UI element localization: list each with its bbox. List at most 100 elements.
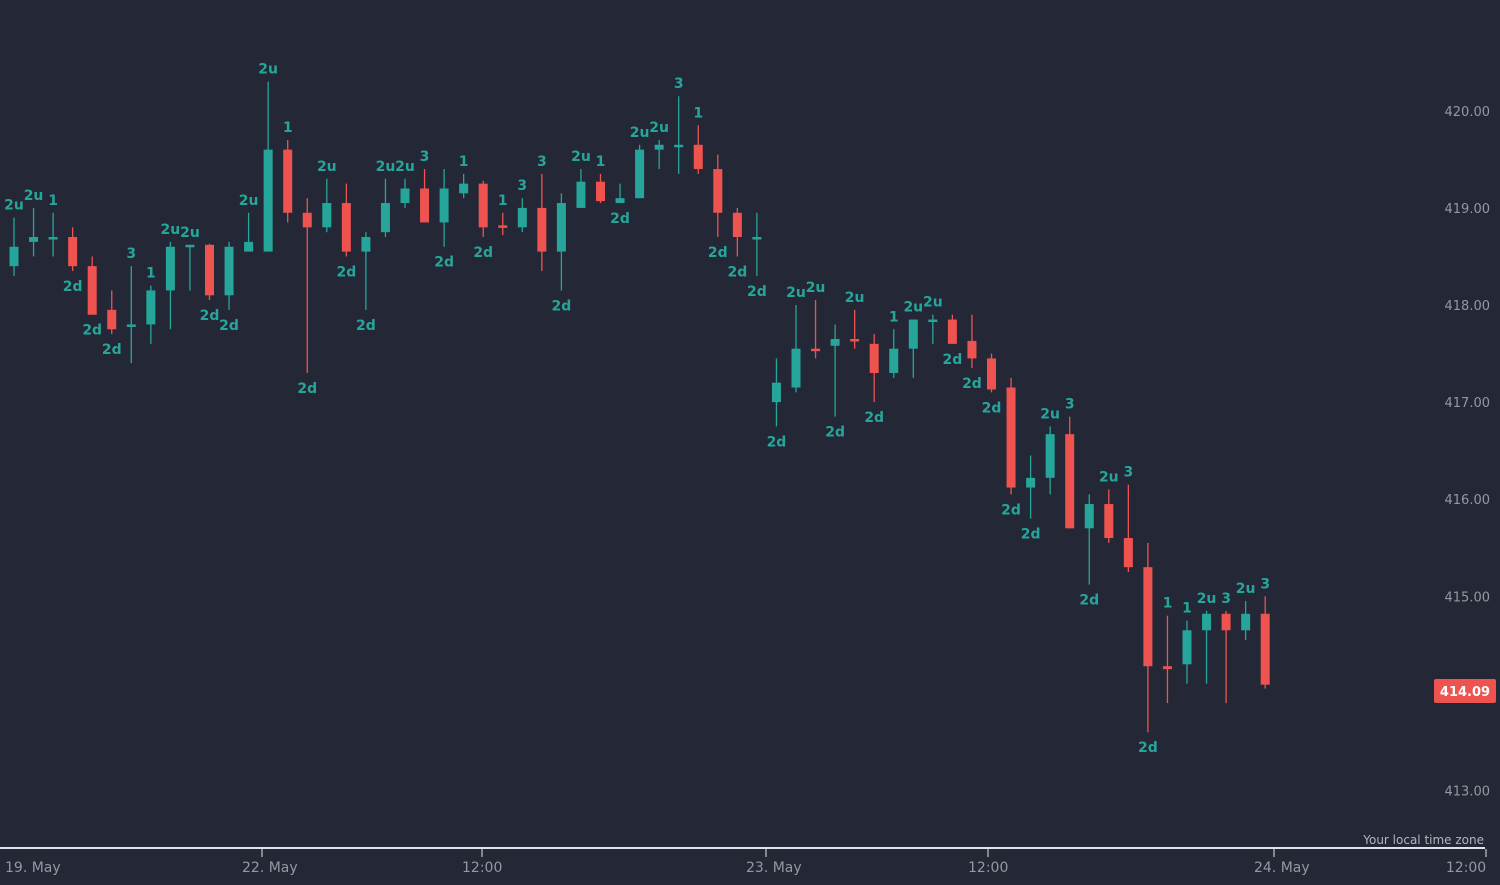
- candle: [224, 241, 234, 310]
- candle-label: 3: [1123, 465, 1133, 481]
- candle: [811, 300, 821, 359]
- candle-label: 2u: [806, 280, 826, 296]
- candle-label: 2d: [219, 318, 239, 334]
- candle: [674, 96, 684, 174]
- candle-label: 2u: [258, 62, 278, 78]
- y-tick-label: 415.00: [1445, 590, 1491, 605]
- candle-body: [400, 188, 410, 204]
- candle-label: 2d: [297, 381, 317, 397]
- candle-label: 2d: [727, 264, 747, 280]
- candle-body: [556, 203, 566, 252]
- candle-label: 2d: [864, 410, 884, 426]
- candle-body: [967, 340, 977, 359]
- candle: [556, 193, 566, 291]
- x-axis: 19. May 22. May 12:00 23. May 12:00 24. May 12…: [5, 849, 1487, 876]
- candle-body: [302, 212, 312, 228]
- candle: [889, 329, 899, 378]
- candle-label: 2d: [943, 352, 963, 368]
- candle: [791, 305, 801, 393]
- candle: [1104, 489, 1114, 543]
- candle-label: 2d: [336, 264, 356, 280]
- candle-label: 1: [1182, 601, 1192, 617]
- x-tick-label: 12:00: [1446, 860, 1486, 876]
- candle: [361, 232, 371, 310]
- candle-label: 2u: [845, 290, 865, 306]
- candle-label: 1: [283, 120, 293, 136]
- candle-label: 2u: [239, 193, 259, 209]
- candle: [459, 173, 469, 199]
- x-tick-label: 12:00: [968, 860, 1008, 876]
- candle-label: 1: [693, 105, 703, 121]
- candle-label: 2d: [102, 342, 122, 358]
- candle-body: [205, 244, 214, 296]
- candle: [380, 178, 390, 238]
- candle-body: [869, 343, 879, 373]
- candle-label: 1: [459, 154, 469, 170]
- candle: [987, 353, 996, 393]
- candle-body: [1182, 630, 1192, 665]
- candle-label: 2d: [1001, 502, 1021, 518]
- candle: [302, 198, 312, 373]
- candle-label: 2d: [552, 298, 572, 314]
- candle-body: [341, 203, 351, 252]
- candle-label: 2d: [747, 284, 767, 300]
- y-tick-label: 418.00: [1445, 299, 1491, 314]
- candle: [596, 173, 605, 204]
- candle-body: [283, 149, 293, 213]
- candle-body: [9, 246, 19, 267]
- candle: [1221, 610, 1231, 704]
- candle-body: [380, 203, 390, 233]
- candle: [1241, 601, 1251, 640]
- candle-body: [498, 225, 508, 228]
- candle: [1202, 610, 1212, 684]
- candle-body: [1026, 477, 1036, 488]
- candle-body: [459, 183, 469, 194]
- candle: [1006, 377, 1016, 495]
- candle-body: [1260, 613, 1270, 685]
- candle-label: 2d: [356, 318, 376, 334]
- candle: [87, 256, 97, 315]
- candle-body: [830, 338, 840, 346]
- candle: [1143, 542, 1153, 733]
- candle: [967, 314, 977, 369]
- candle: [146, 285, 156, 344]
- candle-body: [517, 207, 527, 228]
- candle-body: [537, 207, 547, 252]
- candle: [732, 207, 742, 257]
- y-tick-label: 420.00: [1445, 105, 1491, 120]
- candle: [68, 227, 78, 272]
- x-tick-label: 22. May: [242, 860, 298, 876]
- candle: [1260, 596, 1270, 689]
- candle-body: [947, 319, 957, 344]
- candle-body: [928, 319, 938, 323]
- candle-label: 3: [517, 178, 527, 194]
- candle: [713, 154, 723, 238]
- candle-label: 1: [498, 193, 508, 209]
- candle-body: [87, 266, 97, 315]
- candle: [439, 169, 449, 247]
- y-tick-label: 419.00: [1445, 202, 1491, 217]
- x-tick-label: 24. May: [1254, 860, 1310, 876]
- candle-label: 2d: [1079, 593, 1099, 609]
- candle-label: 2u: [649, 120, 669, 136]
- candle: [498, 212, 508, 236]
- candle: [1045, 426, 1055, 495]
- timezone-label[interactable]: Your local time zone: [1362, 833, 1484, 847]
- candle-body: [811, 348, 821, 352]
- candle-body: [126, 324, 136, 327]
- candle: [693, 125, 703, 174]
- candle-label: 2d: [982, 400, 1002, 416]
- candle-body: [263, 149, 273, 252]
- y-tick-label: 417.00: [1445, 396, 1491, 411]
- candle-body: [478, 183, 488, 228]
- candle: [185, 244, 195, 291]
- candle: [1162, 615, 1172, 704]
- y-tick-label: 413.00: [1445, 785, 1491, 800]
- candle: [1182, 620, 1192, 684]
- candle-label: 2d: [82, 323, 102, 339]
- candle-body: [752, 237, 762, 240]
- last-price-value: 414.09: [1440, 685, 1490, 700]
- candles-layer: [9, 81, 1270, 733]
